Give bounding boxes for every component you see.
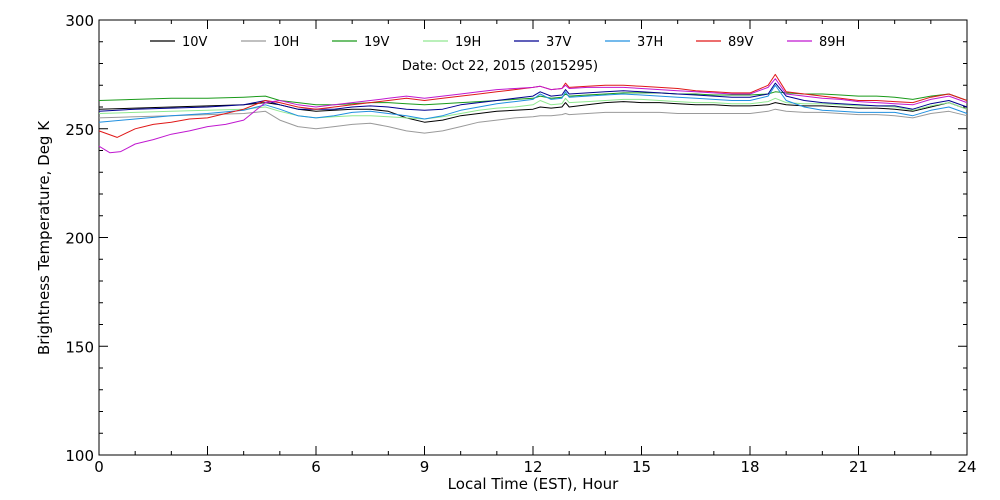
x-tick-label: 24 xyxy=(957,458,976,476)
legend-label-37h: 37H xyxy=(637,35,663,50)
y-tick-label: 300 xyxy=(65,12,94,30)
y-axis-title: Brightness Temperature, Deg K xyxy=(35,120,53,355)
y-tick-label: 100 xyxy=(65,447,94,465)
plot-frame xyxy=(98,19,968,456)
x-tick-label: 0 xyxy=(94,458,104,476)
x-tick-label: 15 xyxy=(632,458,651,476)
legend: 10V 10H 19V 19H 37V 37H 89V 89H xyxy=(150,35,845,50)
y-tick-label: 200 xyxy=(65,230,94,248)
x-tick-label: 9 xyxy=(420,458,430,476)
series-lines xyxy=(98,73,968,154)
legend-label-89v: 89V xyxy=(728,35,754,50)
series-line-37h xyxy=(98,84,968,123)
y-tick-label: 150 xyxy=(65,338,94,356)
series-line-10v xyxy=(98,101,968,123)
series-line-19h xyxy=(98,97,968,120)
series-line-89h xyxy=(98,78,968,154)
x-tick-label: 3 xyxy=(203,458,213,476)
series-line-10h xyxy=(98,108,968,134)
legend-label-89h: 89H xyxy=(819,35,845,50)
x-tick-label: 12 xyxy=(523,458,542,476)
x-tick-label: 6 xyxy=(311,458,321,476)
y-tick-label: 250 xyxy=(65,121,94,139)
x-axis-title: Local Time (EST), Hour xyxy=(448,475,619,493)
series-line-19v xyxy=(98,91,968,106)
legend-label-19h: 19H xyxy=(455,35,481,50)
legend-label-10v: 10V xyxy=(182,35,208,50)
legend-label-19v: 19V xyxy=(364,35,390,50)
axis-ticks: 0 3 6 9 12 15 18 21 24 100 150 200 250 300 xyxy=(65,12,976,476)
legend-label-37v: 37V xyxy=(546,35,572,50)
legend-label-10h: 10H xyxy=(273,35,299,50)
chart-subtitle: Date: Oct 22, 2015 (2015295) xyxy=(402,59,598,74)
x-tick-label: 21 xyxy=(849,458,868,476)
x-tick-label: 18 xyxy=(740,458,759,476)
